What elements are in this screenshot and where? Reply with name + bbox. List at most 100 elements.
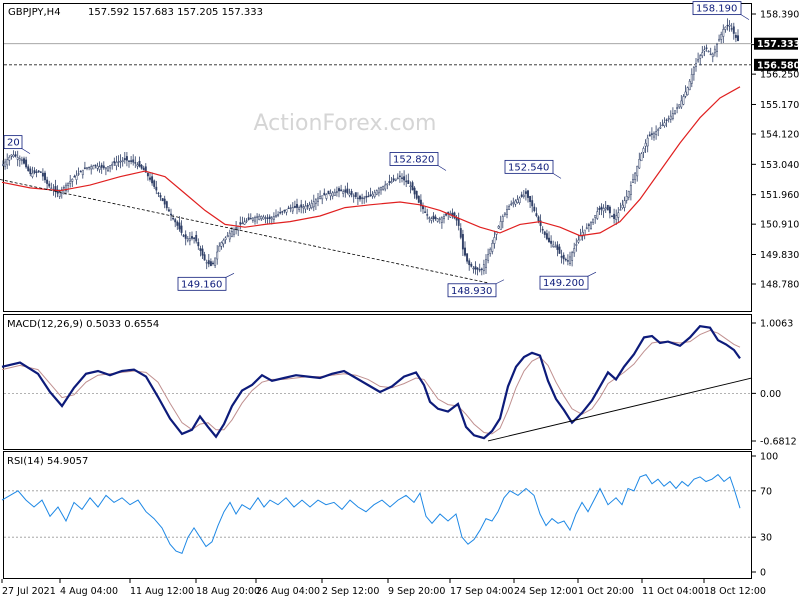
macd-line	[1, 325, 741, 440]
candle-body	[12, 154, 15, 157]
candle-body	[438, 218, 441, 220]
candle-body	[529, 196, 532, 202]
candle-body	[329, 193, 332, 197]
candle-body	[690, 74, 693, 84]
candle-body	[317, 197, 319, 202]
candle-body	[411, 182, 414, 191]
price-y-axis: 158.390157.300156.250155.170154.120153.0…	[752, 10, 799, 291]
candle-body	[724, 26, 727, 30]
candle-body	[81, 169, 84, 176]
candle-body	[734, 35, 737, 38]
candle-body	[367, 195, 370, 198]
candle-body	[730, 28, 733, 30]
candle-body	[260, 216, 263, 220]
candle-body	[333, 191, 336, 196]
candle-body	[6, 159, 9, 166]
price-label-box	[447, 283, 497, 298]
macd-panel	[3, 314, 752, 450]
candle-body	[214, 257, 217, 266]
candle-body	[564, 258, 567, 261]
candle-body	[119, 160, 122, 163]
candle-body	[476, 267, 479, 270]
candle-body	[304, 205, 307, 210]
candle-body	[184, 234, 187, 239]
candle-body	[8, 156, 11, 161]
candle-body	[415, 190, 418, 199]
candle-body	[457, 218, 460, 226]
price-label: 148.930	[451, 286, 492, 297]
candle-body	[281, 211, 284, 213]
price-label-leader	[21, 148, 31, 154]
moving-average-line	[1, 86, 741, 237]
macd-tick-label: 1.0063	[760, 319, 793, 330]
candle-body	[392, 178, 395, 181]
candle-body	[48, 183, 51, 187]
candle-body	[293, 205, 296, 208]
candle-body	[703, 49, 706, 52]
candle-body	[33, 170, 36, 173]
candle-body	[90, 166, 93, 170]
candle-body	[713, 48, 716, 54]
candle-body	[684, 91, 687, 97]
candle-body	[619, 209, 622, 211]
candle-body	[245, 220, 248, 222]
candle-body	[470, 263, 473, 267]
candle-body	[176, 221, 179, 226]
candle-body	[167, 209, 170, 212]
candle-body	[363, 197, 366, 200]
candle-body	[256, 216, 259, 218]
macd-legend: MACD(12,26,9) 0.5033 0.6554	[7, 319, 159, 330]
candle-body	[485, 259, 487, 268]
candle-body	[86, 167, 88, 169]
candle-body	[682, 96, 685, 105]
candle-body	[541, 228, 544, 231]
candle-body	[705, 47, 708, 49]
candle-body	[716, 43, 718, 52]
candle-body	[308, 204, 311, 209]
candle-body	[434, 216, 437, 220]
candle-body	[590, 222, 592, 229]
candle-body	[377, 188, 380, 194]
candle-body	[350, 191, 353, 195]
candle-body	[338, 188, 340, 192]
chart-ohlc: 157.592 157.683 157.205 157.333	[88, 7, 263, 18]
candle-body	[464, 247, 466, 256]
candle-body	[493, 237, 496, 244]
candle-body	[29, 168, 32, 175]
candle-body	[676, 107, 679, 109]
x-tick-label: 18 Aug 20:00	[196, 586, 260, 597]
candle-body	[604, 207, 607, 210]
x-tick-label: 11 Oct 04:00	[642, 586, 704, 597]
candle-body	[535, 213, 538, 217]
candle-body	[625, 196, 628, 201]
x-tick-label: 4 Aug 04:00	[60, 586, 118, 597]
candle-body	[239, 222, 242, 225]
candle-body	[688, 80, 691, 91]
candle-body	[575, 244, 578, 246]
candle-body	[247, 217, 250, 220]
candle-body	[671, 113, 674, 119]
candle-body	[455, 217, 458, 221]
candle-body	[4, 161, 7, 167]
candle-body	[352, 195, 355, 197]
candle-body	[285, 209, 288, 213]
candle-body	[617, 212, 620, 218]
candle-body	[518, 197, 521, 204]
candle-body	[314, 199, 317, 204]
candle-body	[113, 161, 116, 164]
candle-body	[310, 203, 313, 208]
candle-body	[587, 224, 590, 226]
candle-body	[550, 240, 553, 244]
candle-body	[440, 217, 443, 223]
candle-body	[188, 238, 191, 242]
candle-body	[161, 198, 164, 202]
candle-body	[249, 218, 252, 220]
candle-body	[136, 164, 139, 167]
candle-body	[165, 201, 168, 209]
price-label-box	[3, 135, 23, 150]
candle-body	[560, 256, 563, 258]
candle-body	[720, 34, 723, 40]
candle-body	[272, 216, 275, 220]
candle-body	[201, 248, 204, 256]
candle-body	[508, 205, 511, 210]
